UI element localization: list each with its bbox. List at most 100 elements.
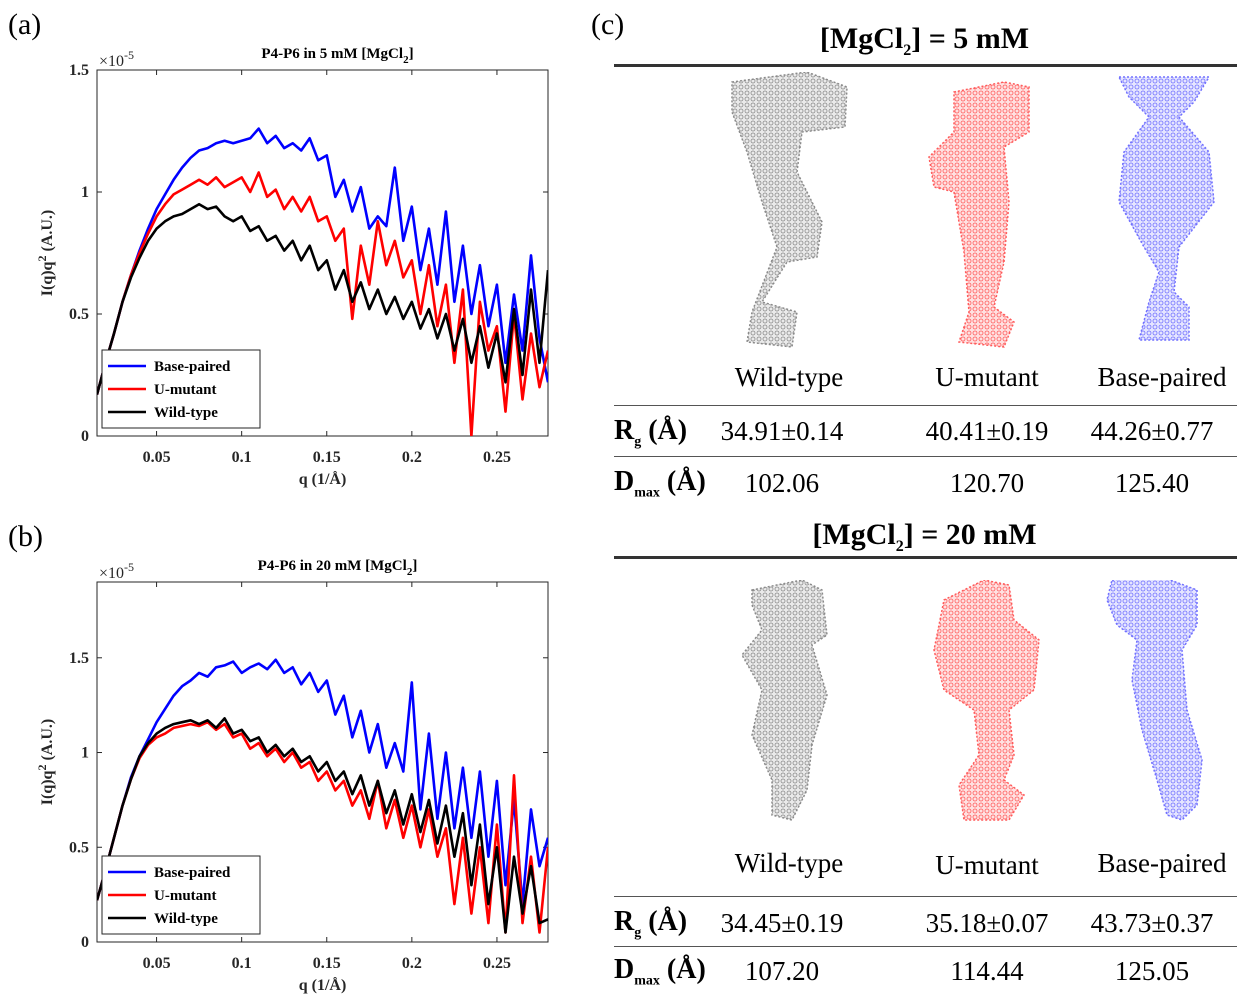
- x-tick-label: 0.1: [232, 955, 252, 972]
- table-rule: [614, 896, 1237, 897]
- model-name-base-paired: Base-paired: [1097, 362, 1227, 392]
- plot-frame: [96, 69, 549, 437]
- y-tick-label: 1.5: [69, 650, 89, 667]
- structure-model-bp-20mm-: [1106, 580, 1203, 821]
- legend-label: Wild-type: [154, 911, 218, 927]
- x-axis-label: q (1/Å): [299, 470, 347, 488]
- y-tick-label: 0: [81, 934, 89, 951]
- structure-model-um-5mm-: [928, 81, 1030, 348]
- chart-title: P4-P6 in 20 mM [MgCl2]: [258, 558, 418, 578]
- x-tick-label: 0.2: [402, 449, 422, 466]
- structure-texture: [929, 82, 1029, 347]
- rg-base-paired: 43.73±0.37: [1090, 908, 1214, 938]
- structure-model-wt-20mm-: [741, 580, 828, 821]
- x-tick-label: 0.05: [143, 449, 171, 466]
- series-line-base-paired: [97, 127, 548, 395]
- condition-title-text: [MgCl: [812, 518, 896, 551]
- series-line-wild-type: [97, 202, 548, 395]
- y-tick-label: 1.5: [69, 62, 89, 79]
- legend-label: Base-paired: [154, 359, 231, 375]
- dmax-sub: max: [634, 485, 660, 501]
- ylabel-main: I(q)q: [39, 770, 56, 805]
- series-line-wild-type: [97, 717, 548, 934]
- rg-label: R: [614, 415, 635, 446]
- x-tick-label: 0.25: [483, 449, 511, 466]
- y-tick-label: 1: [81, 184, 89, 201]
- x-axis-label: q (1/Å): [299, 976, 347, 994]
- model-name-u-mutant: U-mutant: [935, 850, 1039, 880]
- legend-label: Wild-type: [154, 405, 218, 421]
- title-end: ]: [412, 558, 417, 574]
- y-tick-label: 0.5: [69, 306, 89, 323]
- structure-models-20mm: [741, 580, 1203, 821]
- table-rule: [614, 405, 1237, 406]
- ylabel-end: (A.U.): [39, 719, 56, 765]
- y-multiplier: ×10-5: [99, 48, 134, 70]
- y-multiplier: ×10-5: [99, 560, 134, 582]
- rg-wild-type: 34.91±0.14: [720, 416, 844, 446]
- condition-title-sub: 2: [903, 42, 912, 59]
- legend-label: U-mutant: [154, 382, 217, 398]
- rg-unit: (Å): [641, 415, 688, 446]
- legend-label: Base-paired: [154, 865, 231, 881]
- table-rule: [614, 946, 1237, 947]
- series-line-u-mutant: [97, 720, 548, 934]
- dmax-u-mutant: 114.44: [950, 956, 1024, 986]
- dmax-wild-type: 107.20: [744, 956, 820, 986]
- dmax-row-label: Dmax (Å): [614, 466, 706, 502]
- panel-c: [MgCl2] = 5 mM Wild-type U-mutant Base-p…: [612, 0, 1237, 994]
- legend-label: U-mutant: [154, 888, 217, 904]
- structure-texture: [1107, 580, 1202, 820]
- title-sub: 2: [403, 54, 409, 66]
- table-rule: [614, 456, 1237, 457]
- condition-title-end: ] = 5 mM: [911, 22, 1030, 55]
- rg-label: R: [614, 906, 635, 937]
- chart-a: 0.05 0.1 0.15 0.2 0.25 0 0.5 1 1.5 ×10-5 P4-P6 in …: [35, 46, 549, 488]
- dmax-label: D: [614, 954, 635, 985]
- dmax-unit: (Å): [659, 466, 706, 497]
- x-tick-label: 0.15: [313, 449, 341, 466]
- y-axis-label: I(q)q2 (A.U.): [35, 210, 56, 296]
- model-name-u-mutant: U-mutant: [935, 362, 1039, 392]
- rg-u-mutant: 40.41±0.19: [925, 416, 1049, 446]
- dmax-label: D: [614, 466, 635, 497]
- x-tick-label: 0.2: [402, 955, 422, 972]
- model-name-base-paired: Base-paired: [1097, 848, 1227, 878]
- multiplier-base: ×10: [99, 53, 124, 70]
- ylabel-sup: 2: [35, 256, 49, 262]
- model-name-wild-type: Wild-type: [734, 848, 844, 878]
- model-name-wild-type: Wild-type: [734, 362, 844, 392]
- y-tick-label: 0: [81, 428, 89, 445]
- structure-model-wt-5mm-: [731, 72, 848, 348]
- series-line-u-mutant: [97, 171, 548, 436]
- multiplier-base: ×10: [99, 565, 124, 582]
- dmax-base-paired: 125.40: [1114, 468, 1190, 498]
- structure-models-5mm: [731, 72, 1215, 348]
- chart-title: P4-P6 in 5 mM [MgCl2]: [261, 46, 413, 66]
- rg-unit: (Å): [641, 906, 688, 937]
- panel-letter-c: (c): [591, 8, 625, 41]
- structure-texture: [732, 72, 847, 347]
- condition-title-text: [MgCl: [819, 22, 904, 55]
- title-main: P4-P6 in 20 mM [MgCl: [258, 558, 407, 574]
- title-sub: 2: [407, 566, 413, 578]
- structure-model-um-20mm-: [933, 580, 1040, 821]
- structure-texture: [742, 580, 827, 820]
- rg-sub: g: [634, 434, 642, 450]
- condition-title-sub: 2: [895, 538, 904, 555]
- title-main: P4-P6 in 5 mM [MgCl: [261, 46, 403, 62]
- top-rule: [614, 64, 1237, 67]
- x-tick-label: 0.25: [483, 955, 511, 972]
- condition-title-end: ] = 20 mM: [903, 518, 1037, 551]
- rg-sub: g: [634, 925, 642, 941]
- y-tick-label: 1: [81, 745, 89, 762]
- condition-title-5mm: [MgCl2] = 5 mM: [612, 22, 1237, 60]
- y-axis-label: I(q)q2 (A.U.): [35, 719, 56, 805]
- dmax-unit: (Å): [659, 954, 706, 985]
- rg-base-paired: 44.26±0.77: [1090, 416, 1214, 446]
- rg-wild-type: 34.45±0.19: [720, 908, 844, 938]
- condition-title-20mm: [MgCl2] = 20 mM: [612, 518, 1237, 556]
- y-tick-label: 0.5: [69, 839, 89, 856]
- multiplier-exp: -5: [124, 48, 134, 62]
